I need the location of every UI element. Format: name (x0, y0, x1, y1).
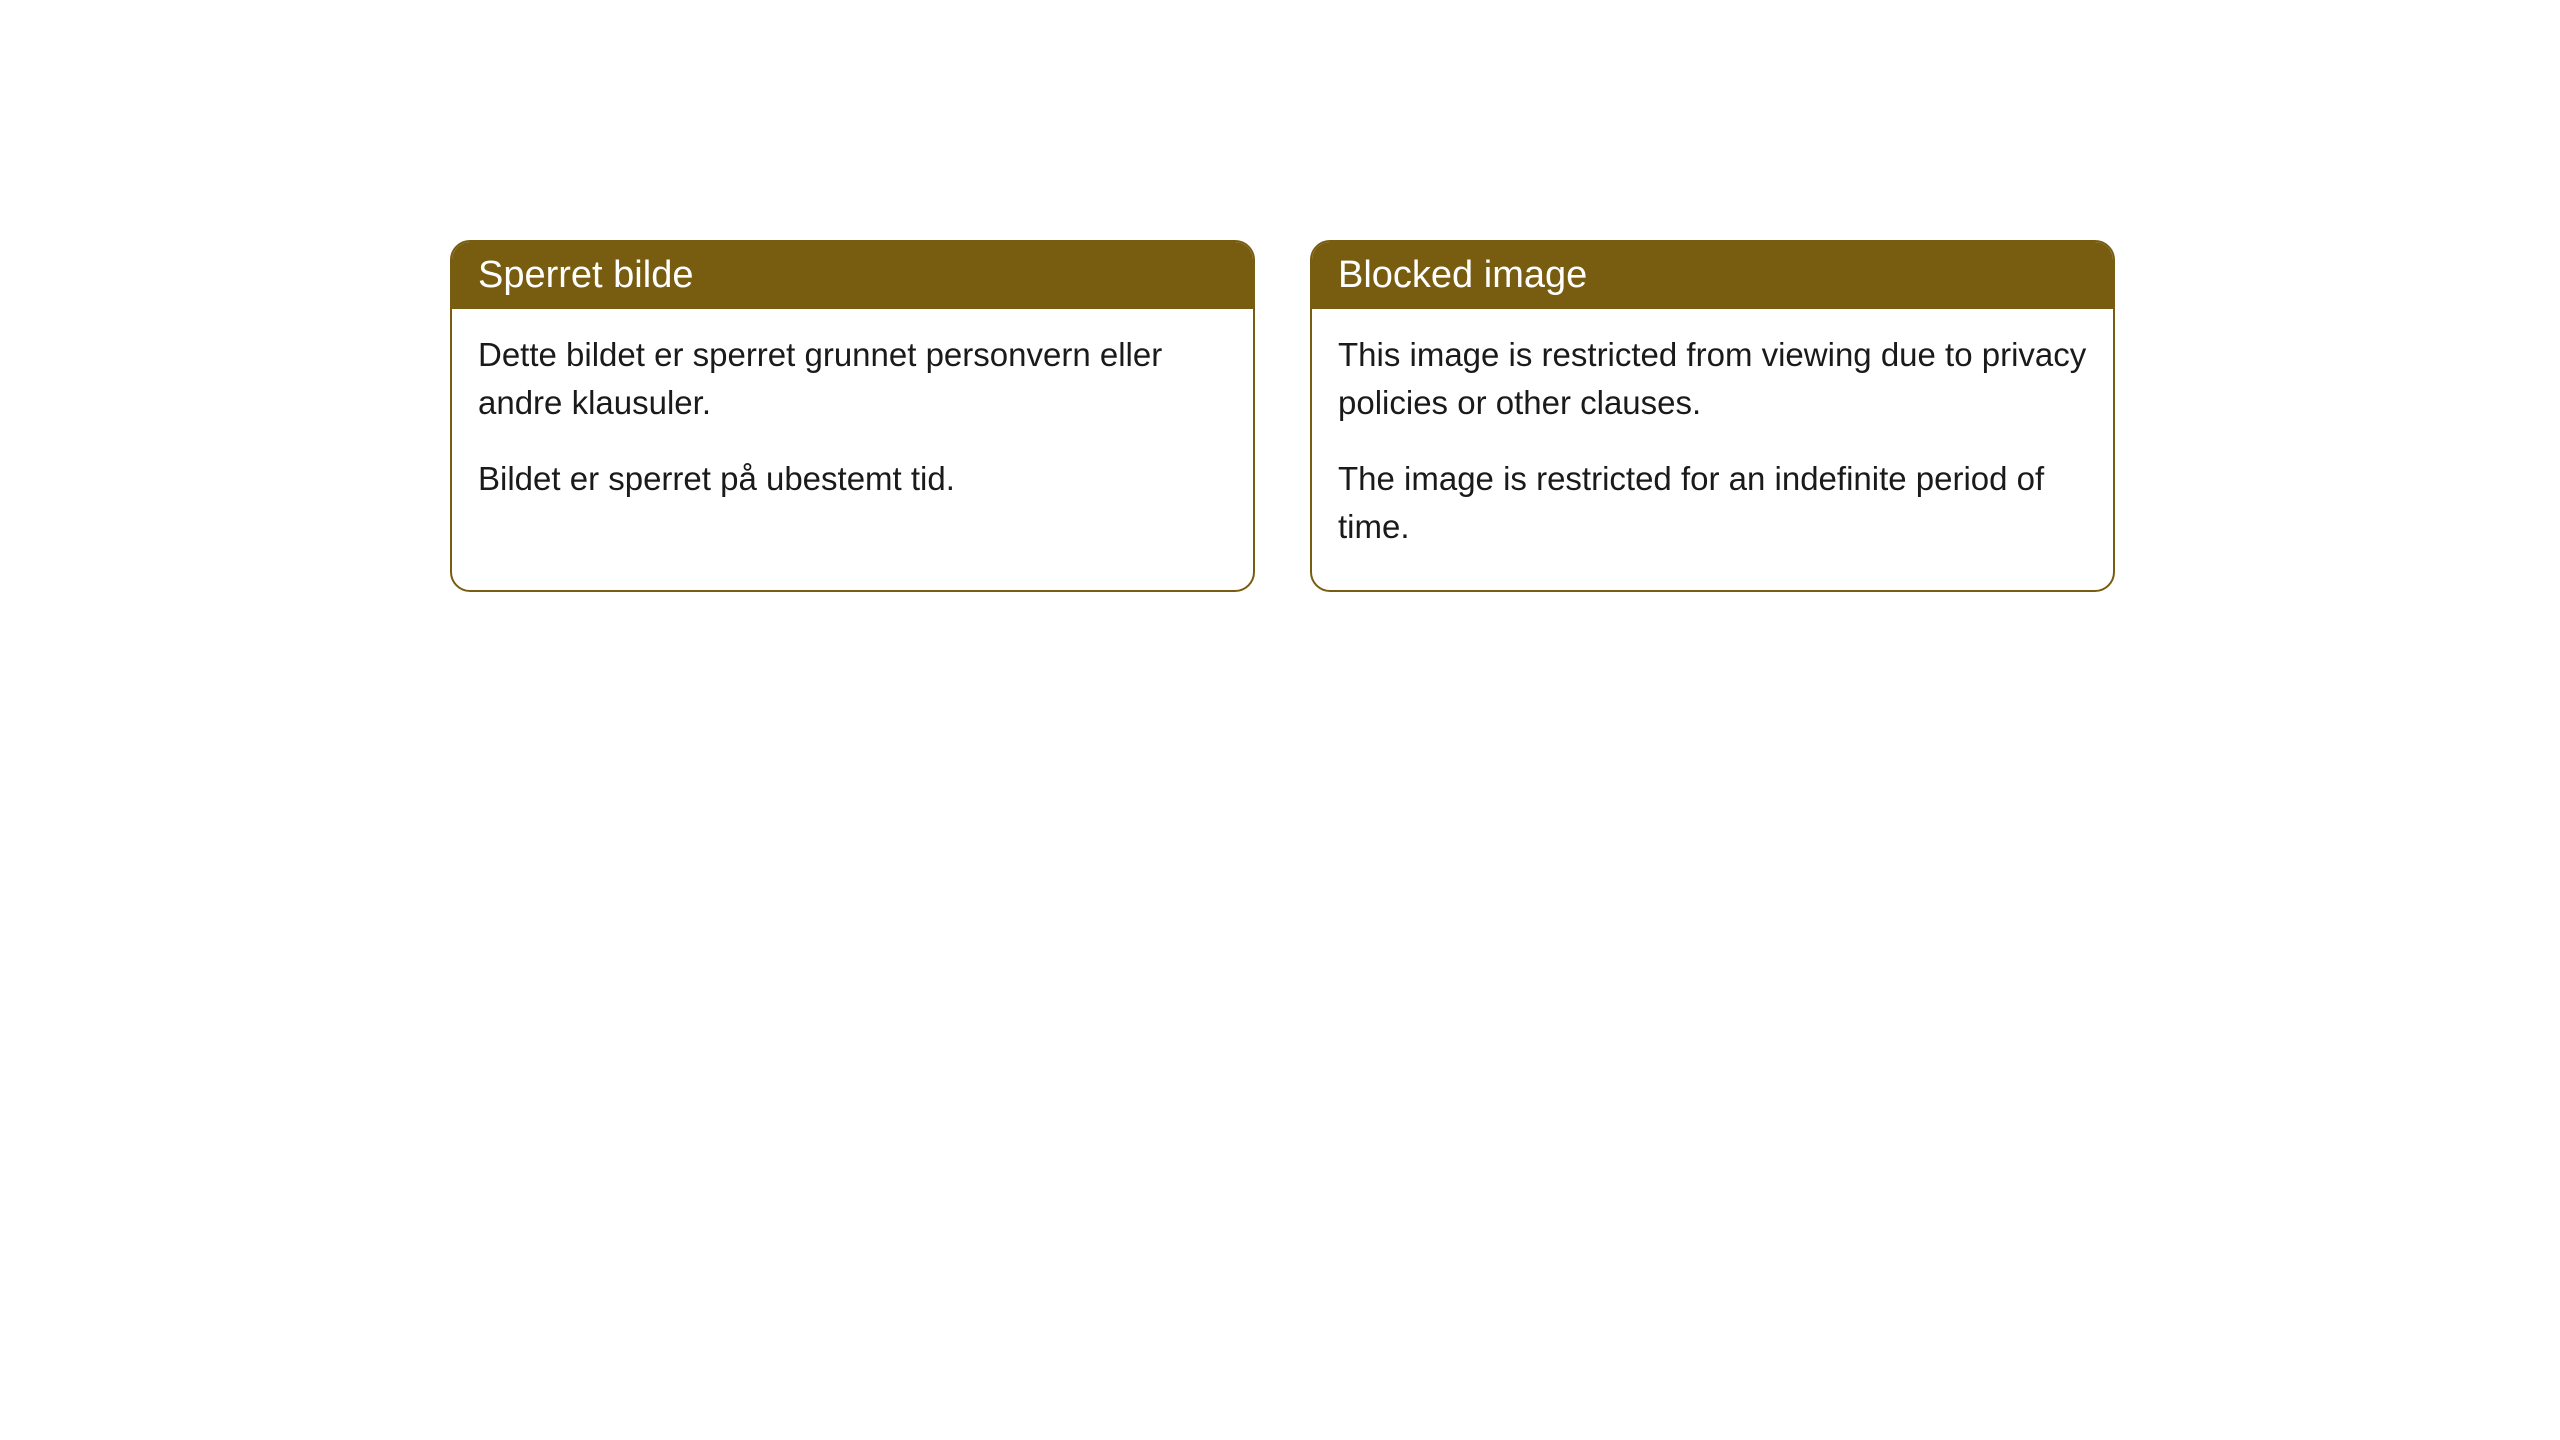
card-title: Sperret bilde (478, 254, 693, 296)
card-paragraph-2: Bildet er sperret på ubestemt tid. (478, 455, 1227, 503)
card-title: Blocked image (1338, 254, 1587, 296)
blocked-image-card-english: Blocked image This image is restricted f… (1310, 240, 2115, 592)
card-paragraph-2: The image is restricted for an indefinit… (1338, 455, 2087, 551)
card-paragraph-1: This image is restricted from viewing du… (1338, 331, 2087, 427)
card-body: This image is restricted from viewing du… (1312, 309, 2113, 590)
blocked-image-card-norwegian: Sperret bilde Dette bildet er sperret gr… (450, 240, 1255, 592)
card-header: Blocked image (1312, 242, 2113, 309)
cards-container: Sperret bilde Dette bildet er sperret gr… (450, 240, 2115, 592)
card-paragraph-1: Dette bildet er sperret grunnet personve… (478, 331, 1227, 427)
card-header: Sperret bilde (452, 242, 1253, 309)
card-body: Dette bildet er sperret grunnet personve… (452, 309, 1253, 543)
